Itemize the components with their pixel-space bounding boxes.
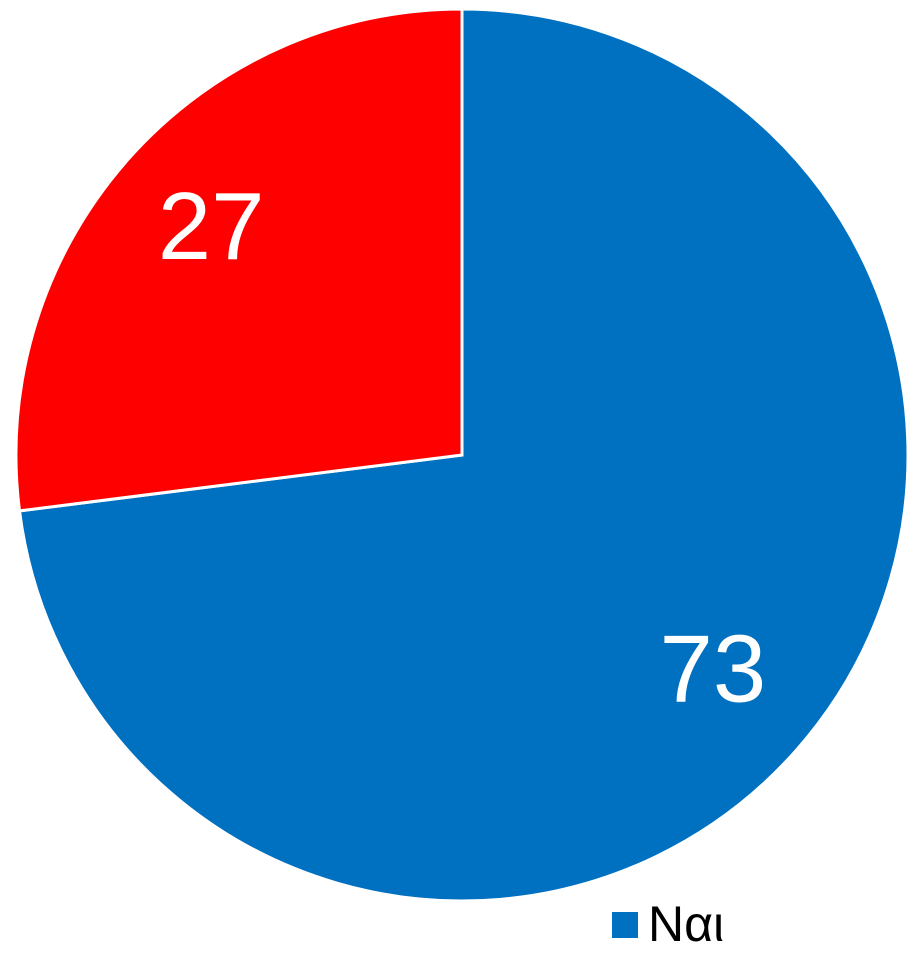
legend-label: Ναι [648, 896, 724, 952]
pie-slice [17, 7, 909, 903]
legend-swatch [612, 912, 638, 938]
data-label: 27 [158, 173, 265, 280]
pie-slice [14, 7, 464, 513]
data-label: 73 [660, 616, 767, 723]
